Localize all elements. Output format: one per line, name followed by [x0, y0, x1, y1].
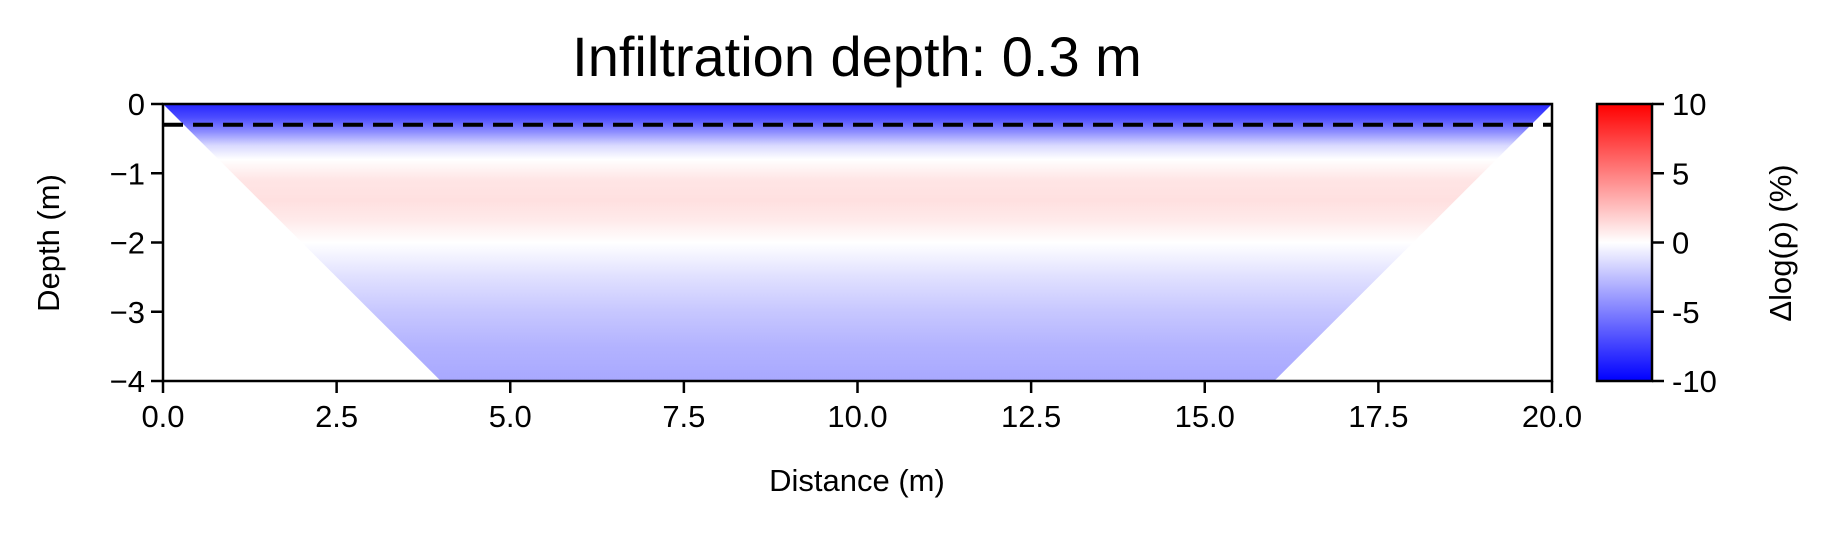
y-axis-ticks: 0 −1 −2 −3 −4: [110, 87, 163, 399]
y-tick-label: −4: [110, 364, 145, 399]
x-tick-label: 15.0: [1175, 399, 1235, 434]
x-axis-ticks: 0.0 2.5 5.0 7.5 10.0 12.5 15.0 17.5 20.0: [141, 381, 1582, 434]
colorbar: 10 5 0 -5 -10 Δlog(ρ) (%): [1595, 87, 1798, 399]
resistivity-change-region: [163, 104, 1552, 381]
colorbar-title: Δlog(ρ) (%): [1763, 164, 1798, 321]
y-axis-title: Depth (m): [31, 174, 66, 312]
x-axis-title: Distance (m): [769, 463, 945, 498]
x-tick-label: 20.0: [1522, 399, 1582, 434]
x-tick-label: 0.0: [141, 399, 184, 434]
x-tick-label: 7.5: [662, 399, 705, 434]
x-tick-label: 12.5: [1001, 399, 1061, 434]
y-tick-label: 0: [128, 87, 145, 122]
colorbar-tick-label: -10: [1672, 364, 1717, 399]
x-tick-label: 17.5: [1348, 399, 1408, 434]
colorbar-ticks: 10 5 0 -5 -10: [1652, 87, 1717, 399]
colorbar-fill: [1595, 102, 1654, 383]
y-tick-label: −2: [110, 226, 145, 261]
x-tick-label: 10.0: [827, 399, 887, 434]
y-tick-label: −3: [110, 295, 145, 330]
y-tick-label: −1: [110, 156, 145, 191]
chart-title: Infiltration depth: 0.3 m: [572, 25, 1142, 88]
colorbar-tick-label: 5: [1672, 156, 1689, 191]
plot-area: [163, 104, 1552, 381]
x-tick-label: 5.0: [489, 399, 532, 434]
colorbar-tick-label: 10: [1672, 87, 1706, 122]
colorbar-tick-label: -5: [1672, 295, 1700, 330]
x-tick-label: 2.5: [315, 399, 358, 434]
colorbar-tick-label: 0: [1672, 226, 1689, 261]
